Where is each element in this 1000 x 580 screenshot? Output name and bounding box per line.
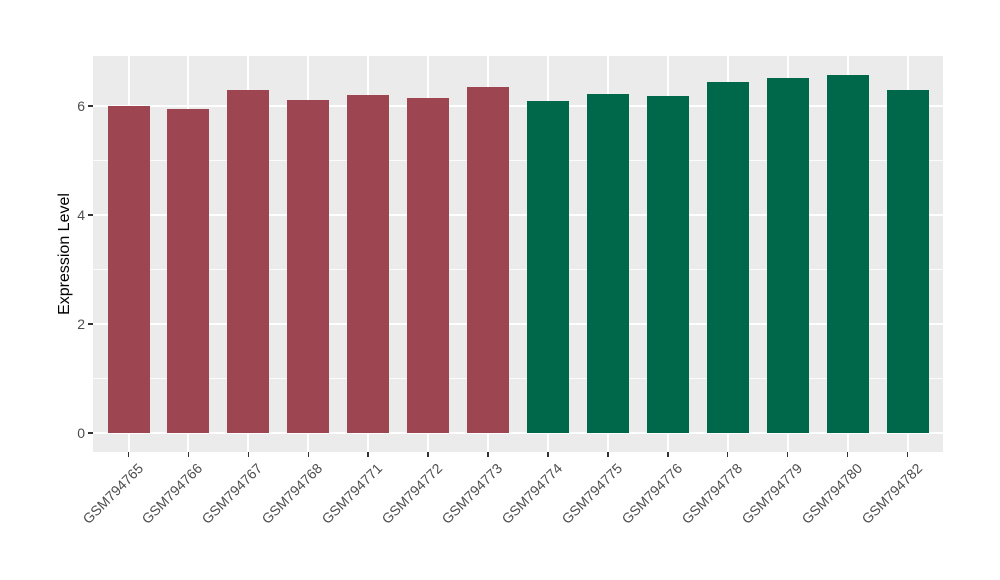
bar-GSM794774 <box>526 101 569 433</box>
x-tick-GSM794776 <box>667 452 669 457</box>
x-tick-label-GSM794773: GSM794773 <box>438 460 506 527</box>
bar-GSM794779 <box>766 78 809 433</box>
x-tick-label-GSM794775: GSM794775 <box>558 460 626 527</box>
x-tick-label-GSM794765: GSM794765 <box>78 460 146 527</box>
bar-GSM794772 <box>407 97 450 433</box>
x-tick-label-GSM794772: GSM794772 <box>378 460 446 527</box>
x-tick-GSM794782 <box>906 452 909 457</box>
x-tick-label-GSM794767: GSM794767 <box>198 460 266 527</box>
x-tick-GSM794766 <box>187 452 190 457</box>
plot-panel <box>93 56 943 452</box>
x-tick-GSM794773 <box>487 452 489 457</box>
x-tick-label-GSM794779: GSM794779 <box>738 460 805 527</box>
x-tick-GSM794774 <box>547 452 549 457</box>
gridline-major-y2 <box>93 322 943 325</box>
x-tick-label-GSM794782: GSM794782 <box>857 460 925 527</box>
gridline-minor-y5 <box>93 160 943 162</box>
x-tick-label-GSM794768: GSM794768 <box>258 460 326 527</box>
x-tick-label-GSM794774: GSM794774 <box>498 460 566 527</box>
bar-GSM794773 <box>467 87 510 433</box>
x-tick-GSM794772 <box>427 452 429 457</box>
x-tick-label-GSM794776: GSM794776 <box>618 460 686 527</box>
bar-GSM794780 <box>826 74 869 433</box>
x-tick-label-GSM794766: GSM794766 <box>138 460 206 527</box>
y-tick-4 <box>88 214 93 216</box>
x-tick-label-GSM794778: GSM794778 <box>678 460 746 527</box>
x-tick-GSM794778 <box>726 452 729 457</box>
gridline-minor-y3 <box>93 269 943 271</box>
gridline-major-y4 <box>93 214 943 217</box>
y-tick-label-4: 4 <box>77 207 85 224</box>
x-tick-GSM794771 <box>367 452 369 457</box>
bar-GSM794771 <box>347 95 390 433</box>
gridline-minor-y1 <box>93 377 943 379</box>
bar-GSM794765 <box>107 106 150 433</box>
x-tick-GSM794779 <box>786 452 789 457</box>
y-tick-0 <box>88 432 93 434</box>
gridline-major-y0 <box>93 431 943 434</box>
x-tick-label-GSM794780: GSM794780 <box>797 460 865 527</box>
bar-GSM794766 <box>167 109 210 433</box>
y-tick-label-0: 0 <box>77 424 85 441</box>
x-tick-GSM794765 <box>127 452 130 457</box>
x-tick-GSM794767 <box>247 452 250 457</box>
x-tick-GSM794768 <box>307 452 310 457</box>
bar-GSM794768 <box>287 100 330 433</box>
x-tick-GSM794775 <box>607 452 609 457</box>
y-tick-2 <box>88 323 93 325</box>
y-tick-label-2: 2 <box>77 315 85 332</box>
x-tick-GSM794780 <box>846 452 849 457</box>
y-tick-6 <box>88 105 93 107</box>
y-tick-label-6: 6 <box>77 98 85 115</box>
gridline-major-y6 <box>93 105 943 108</box>
x-tick-label-GSM794771: GSM794771 <box>318 460 386 527</box>
bar-GSM794775 <box>586 94 629 433</box>
bar-GSM794782 <box>886 89 929 433</box>
bar-GSM794778 <box>706 82 749 433</box>
bar-GSM794776 <box>646 95 689 433</box>
bar-GSM794767 <box>227 89 270 433</box>
